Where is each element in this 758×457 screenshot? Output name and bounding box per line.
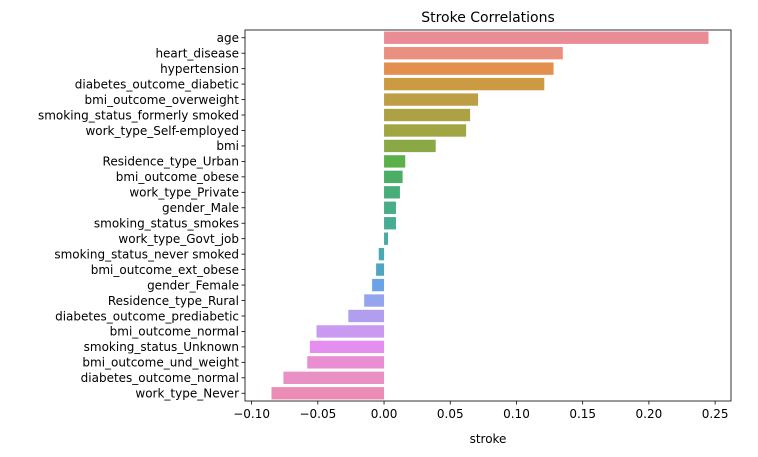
y-tick-label-20: smoking_status_Unknown: [84, 340, 239, 354]
y-tick-label-6: work_type_Self-employed: [85, 124, 239, 138]
bar-11: [384, 201, 396, 214]
y-tick-label-5: smoking_status_formerly smoked: [38, 108, 239, 122]
y-tick-label-23: work_type_Never: [135, 387, 239, 401]
y-tick-label-14: smoking_status_never smoked: [54, 247, 239, 261]
bar-13: [384, 232, 389, 245]
bar-2: [384, 62, 554, 75]
y-tick-label-1: heart_disease: [155, 46, 239, 60]
bars: [271, 31, 709, 400]
y-tick-label-18: diabetes_outcome_prediabetic: [55, 309, 239, 323]
bar-15: [376, 263, 385, 276]
x-tick-label-4: 0.10: [503, 407, 530, 421]
y-tick-label-16: gender_Female: [147, 278, 239, 292]
bar-10: [384, 186, 400, 199]
x-ticks: −0.10 −0.05 0.00 0.05 0.10 0.15 0.20 0.25: [233, 401, 728, 421]
bar-12: [384, 217, 396, 230]
bar-7: [384, 139, 436, 153]
bar-19: [316, 325, 385, 338]
x-tick-label-6: 0.20: [636, 407, 663, 421]
y-tick-label-12: smoking_status_smokes: [94, 217, 239, 231]
x-tick-label-0: −0.10: [233, 407, 270, 421]
bar-18: [348, 309, 385, 323]
bar-8: [384, 155, 406, 168]
chart-title: Stroke Correlations: [421, 10, 555, 26]
y-tick-labels: ageheart_diseasehypertensiondiabetes_out…: [38, 31, 245, 401]
y-tick-label-17: Residence_type_Rural: [108, 294, 239, 308]
x-tick-label-3: 0.05: [437, 407, 464, 421]
x-tick-label-1: −0.05: [299, 407, 336, 421]
y-tick-label-9: bmi_outcome_obese: [116, 170, 239, 184]
y-tick-label-19: bmi_outcome_normal: [110, 325, 239, 339]
y-tick-label-11: gender_Male: [162, 201, 239, 215]
bar-14: [378, 247, 385, 261]
y-tick-label-0: age: [217, 31, 239, 45]
y-tick-label-22: diabetes_outcome_normal: [81, 371, 239, 385]
y-tick-label-2: hypertension: [160, 62, 239, 76]
bar-23: [271, 387, 385, 400]
y-tick-label-7: bmi: [216, 139, 239, 153]
bar-5: [384, 108, 471, 122]
x-tick-label-5: 0.15: [569, 407, 596, 421]
bar-21: [307, 356, 385, 369]
y-tick-label-3: diabetes_outcome_diabetic: [75, 77, 239, 91]
y-tick-label-21: bmi_outcome_und_weight: [82, 356, 239, 370]
bar-0: [384, 31, 709, 44]
bar-3: [384, 77, 545, 91]
y-tick-label-13: work_type_Govt_job: [118, 232, 239, 246]
bar-16: [372, 278, 385, 292]
x-tick-label-2: 0.00: [371, 407, 398, 421]
bar-4: [384, 93, 479, 106]
bar-6: [384, 124, 467, 137]
bar-17: [364, 294, 385, 307]
bar-20: [309, 340, 385, 354]
bar-1: [384, 47, 563, 60]
bar-22: [283, 371, 385, 384]
y-tick-label-4: bmi_outcome_overweight: [84, 93, 239, 107]
y-tick-label-15: bmi_outcome_ext_obese: [91, 263, 239, 277]
y-tick-label-10: work_type_Private: [129, 186, 239, 200]
x-tick-label-7: 0.25: [702, 407, 729, 421]
plot-frame: [244, 29, 732, 402]
x-axis-label: stroke: [470, 432, 507, 446]
y-tick-label-8: Residence_type_Urban: [103, 155, 239, 169]
bar-9: [384, 170, 403, 184]
